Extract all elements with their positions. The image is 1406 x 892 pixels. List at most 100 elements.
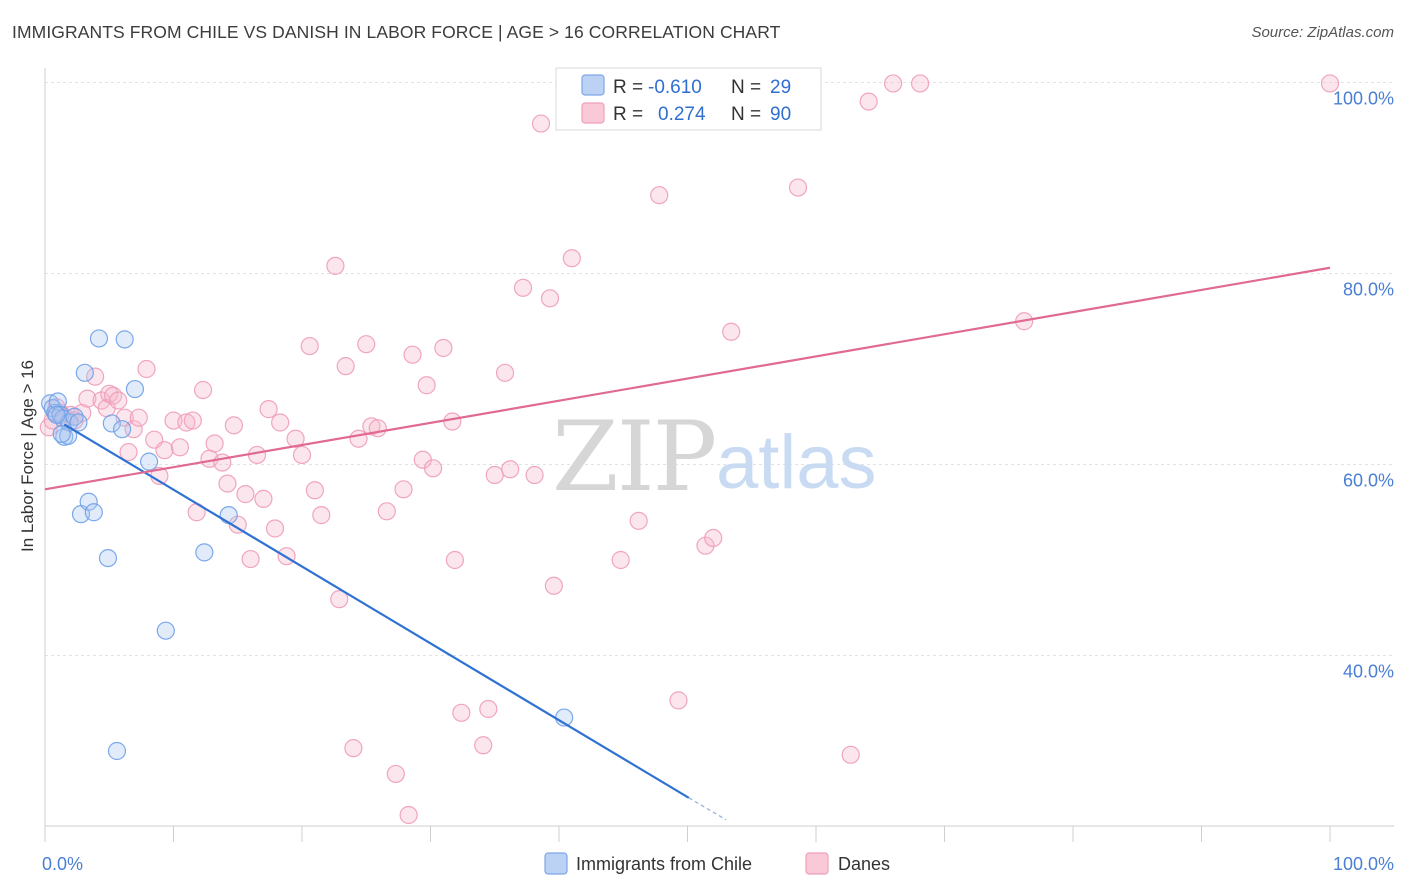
chile-trend-line: [63, 423, 690, 799]
watermark-zip: ZIP: [552, 401, 715, 513]
y-tick-label: 40.0%: [1343, 662, 1394, 682]
series-swatch-danes: [805, 852, 829, 875]
danes-point: [696, 536, 715, 555]
danes-point: [1320, 74, 1340, 93]
danes-point: [362, 417, 381, 436]
chile-point: [89, 329, 109, 348]
danes-point: [271, 413, 290, 432]
danes-point: [386, 764, 405, 784]
legend-n-value-1: 29: [770, 77, 791, 98]
danes-point: [883, 74, 903, 93]
chile-point: [47, 405, 66, 424]
danes-point: [183, 411, 202, 430]
source-label: Source: ZipAtlas.com: [1251, 24, 1394, 41]
chile-point: [112, 420, 132, 439]
danes-point: [704, 528, 723, 548]
danes-point: [474, 736, 493, 755]
danes-point: [305, 481, 324, 500]
axes: [44, 68, 1394, 842]
danes-point: [525, 465, 544, 485]
danes-point: [265, 519, 285, 538]
chile-point: [84, 503, 103, 522]
series-label-chile: Immigrants from Chile: [576, 854, 752, 874]
danes-point: [434, 338, 453, 358]
danes-point: [137, 359, 156, 379]
danes-point: [910, 74, 930, 93]
danes-point: [344, 739, 363, 758]
danes-point: [259, 400, 278, 419]
danes-point: [669, 691, 688, 710]
chile-point: [107, 741, 127, 761]
danes-point: [394, 480, 413, 499]
tick-labels: 40.0% 60.0% 80.0% 100.0% 0.0% 100.0%: [42, 89, 1394, 875]
danes-point: [443, 412, 462, 431]
danes-point: [368, 419, 387, 438]
series-swatch-chile: [544, 852, 568, 875]
danes-point: [445, 550, 465, 570]
chile-point: [75, 363, 94, 382]
chile-point: [115, 330, 134, 349]
y-tick-label: 100.0%: [1333, 89, 1394, 109]
danes-point: [312, 506, 331, 525]
danes-point: [78, 389, 97, 408]
legend-swatch-blue: [581, 74, 605, 96]
danes-point: [193, 380, 213, 400]
danes-point: [399, 805, 418, 825]
chile-points: [41, 329, 574, 761]
danes-point: [177, 413, 196, 432]
danes-point: [544, 576, 563, 595]
danes-point: [495, 363, 515, 382]
danes-point: [859, 92, 878, 111]
danes-point: [224, 416, 243, 435]
danes-point: [254, 489, 273, 508]
series-label-danes: Danes: [838, 854, 890, 874]
chile-point: [195, 543, 214, 562]
series-legend: Immigrants from Chile Danes: [544, 852, 890, 875]
legend-r-label-1: R =: [613, 77, 643, 98]
legend-r-value-2: 0.274: [658, 104, 706, 125]
danes-point: [119, 442, 138, 462]
danes-point: [403, 345, 422, 364]
watermark: ZIP atlas: [552, 401, 877, 513]
danes-point: [129, 408, 148, 427]
y-tick-label: 60.0%: [1343, 471, 1394, 491]
gridlines: [45, 82, 1394, 656]
danes-point: [531, 114, 551, 133]
danes-point: [236, 485, 255, 504]
danes-point: [247, 445, 267, 465]
danes-point: [841, 745, 860, 764]
chile-trend-extension: [688, 797, 727, 821]
legend-r-value-1: -0.610: [648, 77, 702, 98]
danes-point: [109, 391, 128, 410]
danes-point: [501, 460, 520, 479]
danes-point: [722, 322, 741, 341]
danes-point: [788, 178, 808, 197]
danes-point: [357, 335, 376, 354]
chile-point: [219, 506, 238, 525]
danes-point: [86, 367, 105, 386]
danes-point: [170, 438, 190, 457]
legend-r-label-2: R =: [613, 104, 643, 125]
danes-point: [349, 429, 368, 448]
chile-point: [139, 452, 159, 471]
danes-trend-line: [44, 266, 1331, 491]
danes-point: [300, 336, 319, 356]
danes-point: [479, 699, 498, 719]
x-tick-label: 0.0%: [42, 854, 83, 874]
danes-point: [562, 249, 581, 268]
chile-point: [48, 392, 67, 411]
x-tick-label: 100.0%: [1333, 854, 1394, 874]
y-tick-label: 80.0%: [1343, 280, 1394, 300]
danes-point: [155, 441, 174, 460]
danes-point: [417, 376, 436, 395]
chile-point: [79, 492, 98, 511]
legend-n-label-2: N =: [731, 104, 761, 125]
chile-point: [98, 548, 118, 568]
chile-point: [102, 414, 121, 433]
legend-swatch-pink: [581, 102, 605, 124]
danes-points: [39, 74, 1340, 825]
danes-point: [540, 289, 560, 308]
danes-point: [650, 186, 669, 205]
legend-n-value-2: 90: [770, 104, 791, 125]
